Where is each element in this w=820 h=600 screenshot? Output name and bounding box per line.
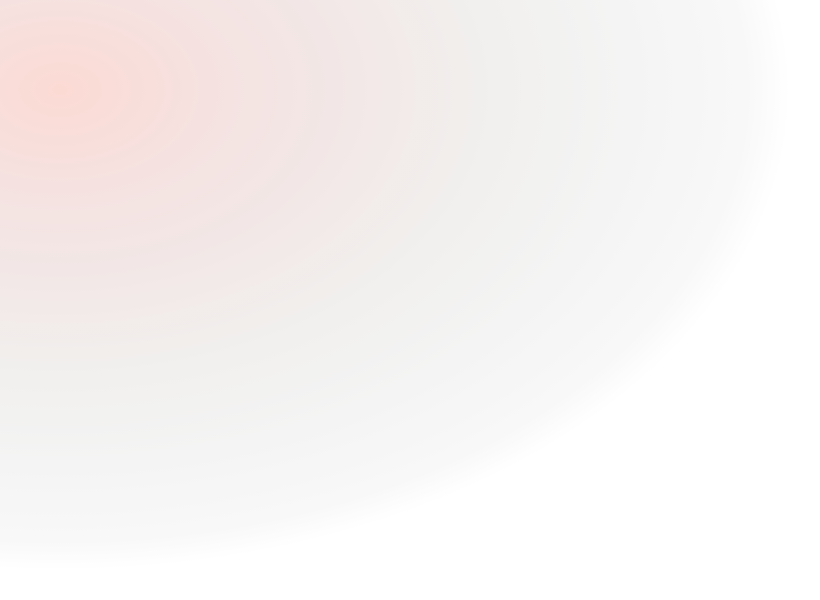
radial-gradient-background [0, 0, 820, 600]
